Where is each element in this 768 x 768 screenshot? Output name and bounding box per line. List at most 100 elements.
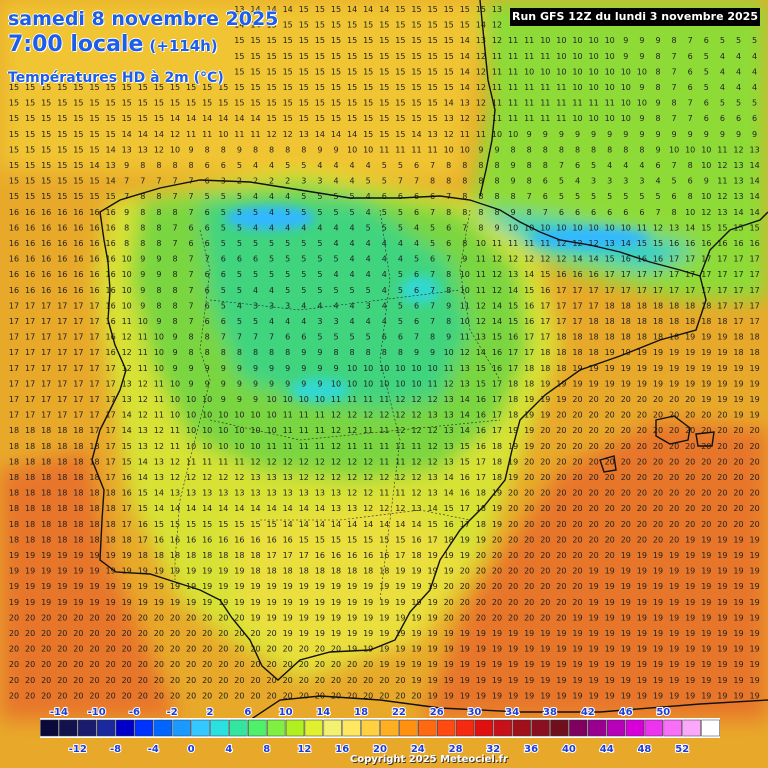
temperature-value: 20 xyxy=(170,691,180,700)
temperature-value: 19 xyxy=(41,551,51,560)
temperature-value: 5 xyxy=(575,192,580,201)
temperature-value: 20 xyxy=(701,426,711,435)
temperature-value: 5 xyxy=(736,99,741,108)
temperature-value: 14 xyxy=(154,504,164,513)
temperature-value: 19 xyxy=(589,567,599,576)
temperature-value: 9 xyxy=(253,379,258,388)
temperature-value: 4 xyxy=(736,67,741,76)
temperature-value: 15 xyxy=(428,99,438,108)
temperature-value: 18 xyxy=(556,364,566,373)
temperature-value: 20 xyxy=(669,426,679,435)
temperature-value: 9 xyxy=(205,364,210,373)
temperature-value: 11 xyxy=(331,395,341,404)
temperature-value: 19 xyxy=(460,629,470,638)
temperature-value: 11 xyxy=(589,99,599,108)
temperature-value: 8 xyxy=(672,99,677,108)
temperature-value: 15 xyxy=(315,114,325,123)
temperature-value: 20 xyxy=(685,520,695,529)
temperature-value: 18 xyxy=(589,317,599,326)
temperature-value: 19 xyxy=(637,613,647,622)
temperature-value: 14 xyxy=(460,83,470,92)
temperature-value: 19 xyxy=(637,676,647,685)
temperature-value: 15 xyxy=(347,99,357,108)
temperature-value: 16 xyxy=(106,333,116,342)
temperature-value: 9 xyxy=(543,130,548,139)
temperature-value: 20 xyxy=(492,551,502,560)
temperature-value: 9 xyxy=(655,36,660,45)
temperature-value: 20 xyxy=(41,645,51,654)
temperature-value: 17 xyxy=(41,317,51,326)
temperature-value: 8 xyxy=(527,177,532,186)
temperature-value: 14 xyxy=(395,520,405,529)
temperature-value: 17 xyxy=(106,457,116,466)
temperature-value: 15 xyxy=(283,99,293,108)
temperature-value: 18 xyxy=(154,551,164,560)
legend-swatch xyxy=(701,719,720,737)
temperature-value: 15 xyxy=(460,21,470,30)
temperature-value: 17 xyxy=(524,333,534,342)
temperature-value: 19 xyxy=(685,535,695,544)
temperature-value: 15 xyxy=(25,83,35,92)
temperature-value: 8 xyxy=(462,239,467,248)
temperature-value: 5 xyxy=(221,208,226,217)
temperature-value: 9 xyxy=(478,145,483,154)
temperature-value: 12 xyxy=(154,145,164,154)
temperature-value: 12 xyxy=(428,426,438,435)
temperature-value: 12 xyxy=(315,473,325,482)
temperature-value: 16 xyxy=(444,520,454,529)
temperature-value: 20 xyxy=(669,520,679,529)
temperature-value: 19 xyxy=(685,613,695,622)
temperature-value: 15 xyxy=(25,99,35,108)
temperature-value: 19 xyxy=(733,691,743,700)
temperature-value: 9 xyxy=(688,130,693,139)
temperature-value: 9 xyxy=(205,379,210,388)
temperature-value: 16 xyxy=(170,535,180,544)
temperature-value: 16 xyxy=(41,286,51,295)
temperature-value: 12 xyxy=(444,379,454,388)
menorca-coast xyxy=(695,431,715,447)
temperature-value: 18 xyxy=(57,473,67,482)
temperature-value: 16 xyxy=(73,239,83,248)
legend-label: 46 xyxy=(619,707,633,718)
temperature-value: 11 xyxy=(315,426,325,435)
temperature-value: 9 xyxy=(333,145,338,154)
temperature-value: 6 xyxy=(543,177,548,186)
temperature-value: 17 xyxy=(653,270,663,279)
temperature-value: 19 xyxy=(476,691,486,700)
temperature-value: 20 xyxy=(218,629,228,638)
temperature-value: 20 xyxy=(717,520,727,529)
temperature-value: 16 xyxy=(57,239,67,248)
temperature-value: 19 xyxy=(750,582,760,591)
temperature-value: 15 xyxy=(267,83,277,92)
temperature-value: 5 xyxy=(301,270,306,279)
temperature-value: 17 xyxy=(492,426,502,435)
temperature-value: 20 xyxy=(685,473,695,482)
temperature-value: 5 xyxy=(253,270,258,279)
temperature-value: 17 xyxy=(73,317,83,326)
temperature-value: 8 xyxy=(140,239,145,248)
temperature-value: 19 xyxy=(411,598,421,607)
temperature-value: 19 xyxy=(589,645,599,654)
ibiza-coast xyxy=(599,455,617,473)
run-info: Run GFS 12Z du lundi 3 novembre 2025 xyxy=(510,8,760,26)
temperature-value: 19 xyxy=(556,660,566,669)
temperature-value: 18 xyxy=(540,364,550,373)
temperature-value: 12 xyxy=(363,489,373,498)
temperature-value: 15 xyxy=(138,83,148,92)
temperature-value: 19 xyxy=(750,660,760,669)
temperature-value: 15 xyxy=(234,67,244,76)
temperature-value: 19 xyxy=(460,535,470,544)
temperature-value: 4 xyxy=(414,239,419,248)
temperature-value: 20 xyxy=(669,489,679,498)
temperature-value: 9 xyxy=(591,130,596,139)
temperature-value: 8 xyxy=(189,161,194,170)
temperature-value: 6 xyxy=(414,270,419,279)
temperature-value: 8 xyxy=(205,145,210,154)
legend-swatch xyxy=(115,719,135,737)
temperature-value: 20 xyxy=(572,598,582,607)
temperature-value: 19 xyxy=(25,551,35,560)
temperature-value: 12 xyxy=(138,411,148,420)
temperature-value: 12 xyxy=(331,411,341,420)
temperature-value: 6 xyxy=(414,286,419,295)
temperature-value: 4 xyxy=(317,301,322,310)
